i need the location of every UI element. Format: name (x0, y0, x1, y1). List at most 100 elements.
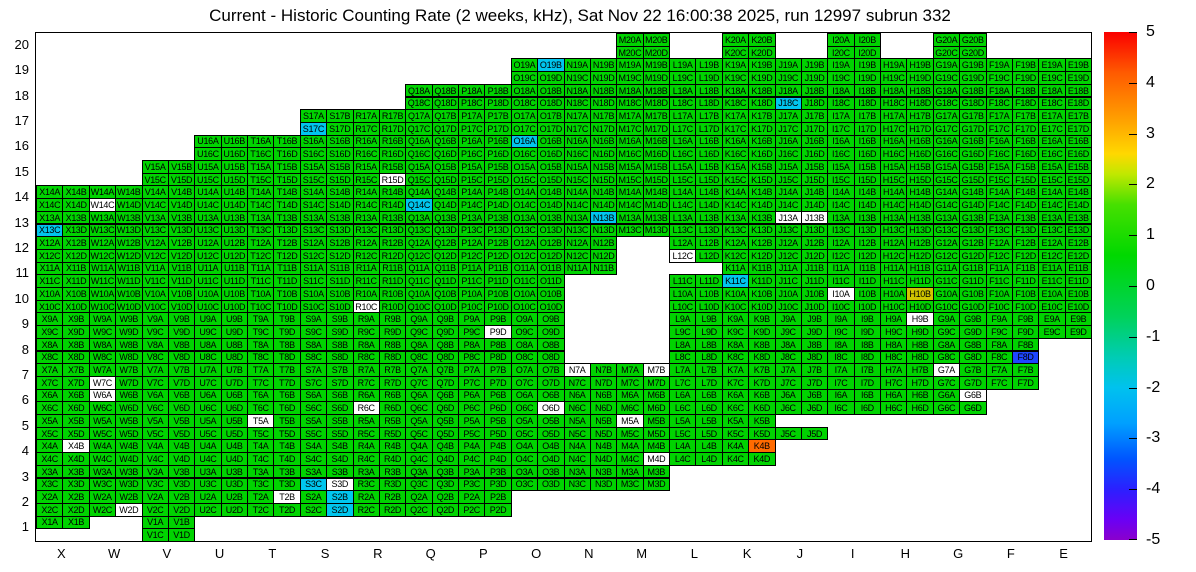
heatmap-cell-H17B: H17B (906, 109, 934, 123)
heatmap-cell-M4D: M4D (642, 452, 670, 466)
heatmap-cell-G10C: G10C (932, 299, 961, 314)
x-axis-label-M: M (636, 546, 648, 561)
heatmap-cell-V9C: V9C (141, 325, 169, 339)
x-axis-label-O: O (531, 546, 542, 561)
heatmap-cell-I16D: I16D (853, 147, 881, 161)
heatmap-cell-Q6B: Q6B (431, 388, 459, 403)
heatmap-cell-Q14C: Q14C (405, 198, 433, 212)
heatmap-cell-J15B: J15B (800, 160, 829, 174)
heatmap-cell-J7C: J7C (774, 375, 802, 390)
heatmap-cell-E15B: E15B (1064, 160, 1092, 174)
heatmap-plot-area: M20A M20B M20C M20D K20A K20B K20C K20D I20A I20B… (35, 32, 1092, 542)
heatmap-cell-I14A: I14A (827, 185, 855, 200)
heatmap-cell-J10A: J10A (774, 287, 802, 301)
heatmap-cell-W6C: W6C (88, 401, 117, 415)
heatmap-cell-V7D: V7D (167, 375, 196, 390)
colorbar-label--2: -2 (1146, 378, 1161, 396)
heatmap-cell-O6D: O6D (537, 401, 565, 415)
heatmap-cell-L9B: L9B (695, 312, 723, 327)
heatmap-cell-P2D: P2D (484, 502, 512, 517)
heatmap-cell-X4B: X4B (62, 439, 90, 454)
heatmap-cell-F12B: F12B (1011, 236, 1040, 250)
heatmap-cell-P2A: P2A (458, 490, 486, 504)
heatmap-cell-U7C: U7C (194, 375, 222, 390)
heatmap-cell-U4D: U4D (220, 452, 248, 466)
heatmap-cell-L17B: L17B (695, 109, 723, 123)
x-axis-label-H: H (900, 546, 911, 561)
heatmap-cell-S12A: S12A (299, 236, 328, 250)
heatmap-cell-R11D: R11D (378, 274, 407, 288)
heatmap-cell-T12B: T12B (273, 236, 301, 250)
heatmap-cell-U14D: U14D (220, 198, 248, 212)
heatmap-cell-X10C: X10C (36, 299, 64, 314)
heatmap-cell-N18D: N18D (589, 96, 618, 111)
heatmap-cell-V14C: V14C (141, 198, 169, 212)
heatmap-cell-P13B: P13B (484, 210, 512, 225)
heatmap-cell-V6D: V6D (167, 401, 196, 415)
heatmap-cell-J11D: J11D (800, 274, 829, 288)
heatmap-cell-W7A: W7A (88, 363, 117, 377)
heatmap-cell-U12C: U12C (194, 248, 222, 263)
heatmap-cell-H11C: H11C (880, 274, 908, 288)
heatmap-cell-J8C: J8C (774, 350, 802, 365)
heatmap-cell-F7A: F7A (985, 363, 1013, 377)
heatmap-cell-I8B: I8B (853, 337, 881, 352)
heatmap-cell-O7C: O7C (510, 375, 539, 390)
heatmap-cell-G6C: G6C (932, 401, 961, 415)
heatmap-cell-V8B: V8B (167, 337, 196, 352)
heatmap-cell-X14A: X14A (36, 185, 64, 200)
heatmap-cell-U8A: U8A (194, 337, 222, 352)
y-axis-label-6: 6 (21, 392, 29, 408)
heatmap-cell-O8C: O8C (510, 350, 539, 365)
heatmap-cell-H12C: H12C (880, 248, 908, 263)
heatmap-cell-V2D: V2D (167, 502, 196, 517)
heatmap-cell-L14D: L14D (695, 198, 723, 212)
x-axis-label-I: I (850, 546, 855, 561)
heatmap-cell-G10D: G10D (959, 299, 987, 314)
heatmap-cell-T3B: T3B (273, 464, 301, 479)
heatmap-cell-K16C: K16C (721, 147, 750, 161)
heatmap-cell-E10C: E10C (1038, 299, 1066, 314)
heatmap-cell-T6B: T6B (273, 388, 301, 403)
heatmap-cell-U16C: U16C (194, 147, 222, 161)
heatmap-cell-L7D: L7D (695, 375, 723, 390)
heatmap-cell-L13A: L13A (669, 210, 697, 225)
heatmap-cell-R14B: R14B (378, 185, 407, 200)
heatmap-cell-V11B: V11B (167, 261, 196, 276)
heatmap-cell-T14B: T14B (273, 185, 301, 200)
heatmap-cell-L7C: L7C (669, 375, 697, 390)
heatmap-cell-I9C: I9C (827, 325, 855, 339)
heatmap-cell-I11D: I11D (853, 274, 881, 288)
heatmap-cell-F10D: F10D (1011, 299, 1040, 314)
heatmap-cell-P14C: P14C (458, 198, 486, 212)
heatmap-cell-L7A: L7A (669, 363, 697, 377)
heatmap-cell-U7D: U7D (220, 375, 248, 390)
heatmap-cell-N7C: N7C (563, 375, 591, 390)
heatmap-cell-N13B: N13B (589, 210, 618, 225)
heatmap-cell-F13D: F13D (1011, 223, 1040, 238)
heatmap-cell-S7A: S7A (299, 363, 328, 377)
heatmap-cell-X3B: X3B (62, 464, 90, 479)
heatmap-cell-L6C: L6C (669, 401, 697, 415)
heatmap-cell-X12D: X12D (62, 248, 90, 263)
heatmap-cell-R8C: R8C (352, 350, 380, 365)
heatmap-cell-I12A: I12A (827, 236, 855, 250)
heatmap-cell-S8B: S8B (326, 337, 354, 352)
heatmap-cell-F15C: F15C (985, 172, 1013, 187)
heatmap-cell-N16D: N16D (589, 147, 618, 161)
heatmap-cell-X7B: X7B (62, 363, 90, 377)
y-axis-label-1: 1 (21, 519, 29, 535)
heatmap-cell-N3D: N3D (589, 477, 618, 492)
y-axis-label-4: 4 (21, 443, 29, 459)
heatmap-cell-G7D: G7D (959, 375, 987, 390)
heatmap-cell-T3A: T3A (247, 464, 275, 479)
heatmap-cell-Q12D: Q12D (431, 248, 459, 263)
heatmap-cell-V7B: V7B (167, 363, 196, 377)
heatmap-cell-E11C: E11C (1038, 274, 1066, 288)
heatmap-cell-S12D: S12D (326, 248, 354, 263)
heatmap-cell-S4A: S4A (299, 439, 328, 454)
heatmap-cell-W13B: W13B (115, 210, 143, 225)
heatmap-cell-N19D: N19D (589, 71, 618, 85)
heatmap-cell-Q11A: Q11A (405, 261, 433, 276)
heatmap-cell-M19C: M19C (616, 71, 644, 85)
